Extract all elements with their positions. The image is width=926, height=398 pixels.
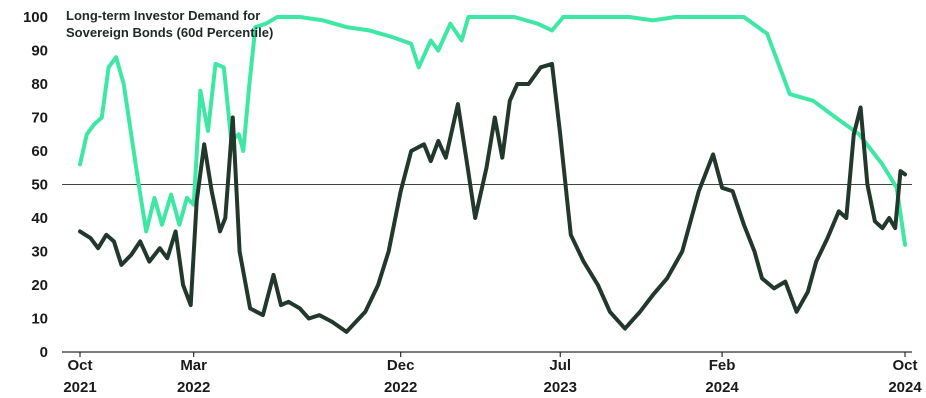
x-tick-label-month: Dec — [387, 357, 415, 374]
x-tick-label-month: Oct — [67, 357, 92, 374]
y-tick-label: 90 — [31, 43, 48, 60]
y-tick-label: 20 — [31, 277, 48, 294]
series-line-1 — [78, 15, 907, 247]
series-line-2 — [78, 61, 907, 334]
y-tick-label: 30 — [31, 244, 48, 261]
y-tick-label: 70 — [31, 110, 48, 127]
y-tick-label: 40 — [31, 210, 48, 227]
y-axis: 0 10 20 30 40 50 60 70 80 90 100 — [23, 9, 48, 361]
series-layer — [78, 15, 907, 334]
x-tick-label-year: 2021 — [63, 379, 96, 396]
x-tick-label-month: Oct — [892, 357, 917, 374]
x-tick-label-year: 2022 — [384, 379, 417, 396]
chart-title-line-1: Long-term Investor Demand for — [66, 8, 260, 23]
y-tick-label: 50 — [31, 177, 48, 194]
x-tick-label-month: Mar — [180, 357, 207, 374]
x-tick-label-month: Jul — [549, 357, 571, 374]
y-tick-label: 0 — [40, 344, 48, 361]
y-tick-label: 80 — [31, 76, 48, 93]
y-tick-label: 100 — [23, 9, 48, 26]
x-axis: Oct 2021 Mar 2022 Dec 2022 Jul 2023 Feb 2024 Oct 20… — [63, 352, 922, 396]
x-tick-label-year: 2023 — [544, 379, 577, 396]
chart-title-line-2: Sovereign Bonds (60d Percentile) — [66, 25, 273, 40]
y-tick-label: 60 — [31, 143, 48, 160]
x-tick-label-year: 2022 — [177, 379, 210, 396]
x-tick-label-month: Feb — [709, 357, 736, 374]
x-tick-label-year: 2024 — [705, 379, 739, 396]
x-tick-label-year: 2024 — [888, 379, 922, 396]
y-tick-label: 10 — [31, 311, 48, 328]
